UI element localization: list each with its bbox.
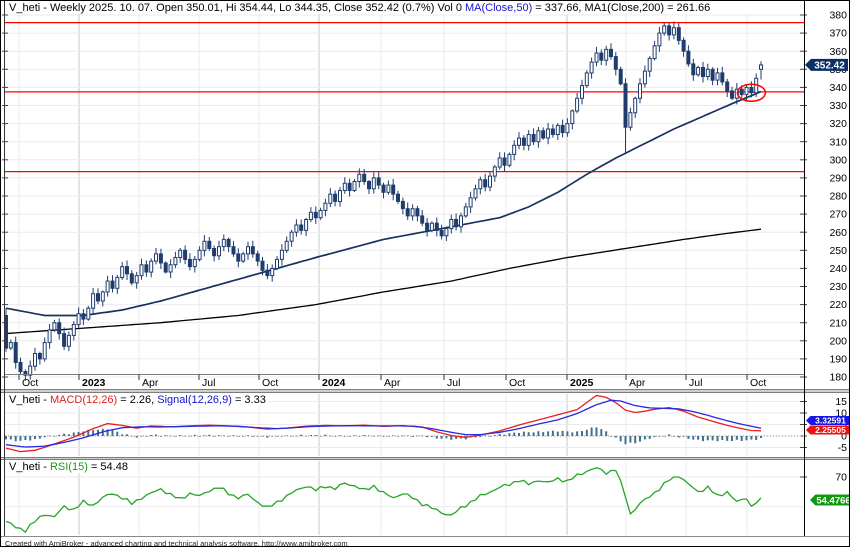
svg-text:2024: 2024 [322, 377, 346, 389]
signal-legend: Signal(12,26,9) [157, 394, 232, 406]
svg-text:330: 330 [829, 100, 847, 112]
svg-text:352.42: 352.42 [814, 61, 845, 72]
plot-left-border [4, 1, 5, 536]
pane-splitter[interactable] [1, 389, 849, 393]
svg-text:Oct: Oct [22, 377, 38, 389]
svg-text:3.32591: 3.32591 [815, 416, 846, 426]
footer-bar: Created with AmiBroker - advanced charti… [1, 536, 849, 547]
macd-legend: MACD(12,26) [49, 394, 118, 406]
svg-text:360: 360 [829, 46, 847, 58]
svg-text:Apr: Apr [629, 377, 646, 389]
svg-text:Apr: Apr [142, 377, 159, 389]
macd-pane-title: V_heti - MACD(12,26) = 2.26, Signal(12,2… [7, 394, 268, 406]
svg-text:2.25505: 2.25505 [815, 425, 846, 435]
svg-text:Jul: Jul [202, 377, 215, 389]
svg-text:15: 15 [835, 396, 847, 408]
svg-text:Apr: Apr [384, 377, 401, 389]
macd-title-prefix: V_heti - [9, 394, 50, 406]
macd-value-text: = 2.26, [117, 394, 158, 406]
svg-text:250: 250 [829, 245, 847, 257]
svg-text:230: 230 [829, 281, 847, 293]
svg-text:-5: -5 [838, 442, 847, 454]
rsi-value-text: = 54.48 [87, 461, 128, 473]
rsi-legend: RSI(15) [49, 461, 88, 473]
svg-text:210: 210 [829, 317, 847, 329]
svg-text:Oct: Oct [509, 377, 525, 389]
ma50-legend: MA(Close,50) [465, 2, 533, 14]
svg-text:290: 290 [829, 173, 847, 185]
pane-splitter[interactable] [1, 457, 849, 460]
svg-text:0: 0 [841, 431, 847, 443]
svg-text:54.4766: 54.4766 [816, 495, 850, 506]
svg-text:270: 270 [829, 209, 847, 221]
svg-text:370: 370 [829, 28, 847, 40]
svg-text:5: 5 [841, 419, 847, 431]
svg-text:200: 200 [829, 335, 847, 347]
svg-text:Oct: Oct [750, 377, 766, 389]
svg-text:320: 320 [829, 118, 847, 130]
svg-text:190: 190 [829, 354, 847, 366]
ma-values-text: = 337.66, MA1(Close,200) = 261.66 [532, 2, 711, 14]
svg-text:260: 260 [829, 227, 847, 239]
rsi-title-prefix: V_heti - [9, 461, 50, 473]
price-chart-pane[interactable]: 3803703603503403303203103002902802702602… [1, 1, 849, 398]
price-title-text: V_heti - Weekly 2025. 10. 07. Open 350.0… [9, 2, 465, 14]
svg-text:310: 310 [829, 136, 847, 148]
svg-text:300: 300 [829, 154, 847, 166]
svg-text:Jul: Jul [447, 377, 460, 389]
svg-text:Oct: Oct [262, 377, 278, 389]
svg-text:10: 10 [835, 408, 847, 420]
amibroker-credit-text: Created with AmiBroker - advanced charti… [5, 539, 348, 547]
signal-value-text: = 3.33 [231, 394, 266, 406]
svg-text:2023: 2023 [82, 377, 106, 389]
macd-chart-pane[interactable]: 15 10 5 0 -5 3.32591 2.25505 [1, 393, 849, 462]
svg-text:240: 240 [829, 263, 847, 275]
svg-text:180: 180 [829, 372, 847, 384]
svg-text:220: 220 [829, 299, 847, 311]
svg-text:380: 380 [829, 10, 847, 22]
svg-text:2025: 2025 [570, 377, 594, 389]
svg-text:Jul: Jul [689, 377, 702, 389]
svg-text:280: 280 [829, 191, 847, 203]
price-axis-border [804, 1, 805, 536]
rsi-pane-title: V_heti - RSI(15) = 54.48 [7, 461, 130, 473]
svg-text:340: 340 [829, 82, 847, 94]
svg-text:70: 70 [835, 472, 847, 484]
price-pane-title: V_heti - Weekly 2025. 10. 07. Open 350.0… [7, 2, 713, 14]
rsi-chart-pane[interactable]: 70 54.4766 [1, 460, 850, 541]
